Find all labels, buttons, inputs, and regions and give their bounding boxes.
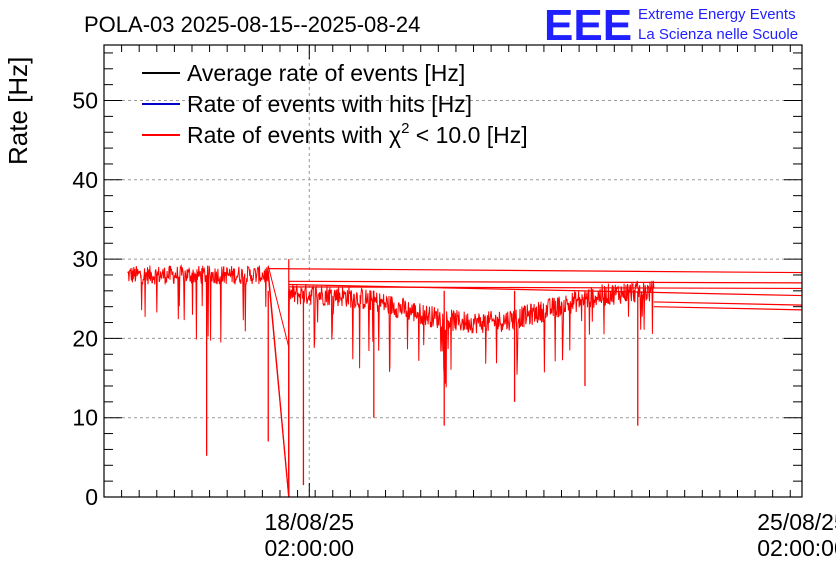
legend-entry-hits: Rate of events with hits [Hz]: [142, 91, 472, 117]
y-axis: 0 10 20 30 40 50: [72, 52, 802, 510]
eee-logo-line1: Extreme Energy Events: [638, 6, 796, 23]
legend-label-chi2-prefix: Rate of events with χ: [187, 122, 401, 148]
series-connector-line: [288, 283, 803, 297]
series-connector-line: [653, 306, 803, 311]
x-tick-label-date: 18/08/25: [265, 509, 355, 535]
series-line-chi2: [127, 264, 655, 388]
eee-logo: EEE Extreme Energy Events La Scienza nel…: [544, 1, 798, 50]
x-tick-label-time: 02:00:00: [757, 535, 836, 561]
y-tick-label: 50: [72, 88, 98, 114]
x-tick-label-time: 02:00:00: [265, 535, 355, 561]
series-connector-line: [653, 301, 803, 306]
eee-logo-line2: La Scienza nelle Scuole: [638, 26, 798, 43]
legend-label-chi2-suffix: < 10.0 [Hz]: [409, 122, 527, 148]
y-tick-label: 0: [85, 484, 98, 510]
legend: Average rate of events [Hz] Rate of even…: [142, 60, 528, 148]
series-layer: [127, 259, 803, 498]
x-tick-label-date: 25/08/25: [757, 509, 836, 535]
series-connector-line: [268, 268, 803, 274]
chart-title: POLA-03 2025-08-15--2025-08-24: [84, 12, 420, 37]
y-tick-label: 30: [72, 246, 98, 272]
series-connector-line: [288, 280, 803, 284]
legend-label-chi2-sup: 2: [401, 120, 409, 137]
eee-logo-mark: EEE: [544, 1, 632, 50]
plot-frame: [103, 44, 803, 498]
y-tick-label: 20: [72, 325, 98, 351]
series-connector-line: [288, 286, 803, 290]
legend-entry-chi2: Rate of events with χ2 < 10.0 [Hz]: [142, 120, 528, 148]
legend-label-hits: Rate of events with hits [Hz]: [187, 91, 472, 117]
y-axis-label: Rate [Hz]: [3, 57, 33, 165]
legend-entry-average: Average rate of events [Hz]: [142, 60, 465, 86]
y-tick-label: 10: [72, 405, 98, 431]
y-tick-label: 40: [72, 167, 98, 193]
series-connector-line: [267, 274, 290, 498]
legend-label-average: Average rate of events [Hz]: [187, 60, 465, 86]
legend-label-chi2: Rate of events with χ2 < 10.0 [Hz]: [187, 120, 528, 148]
